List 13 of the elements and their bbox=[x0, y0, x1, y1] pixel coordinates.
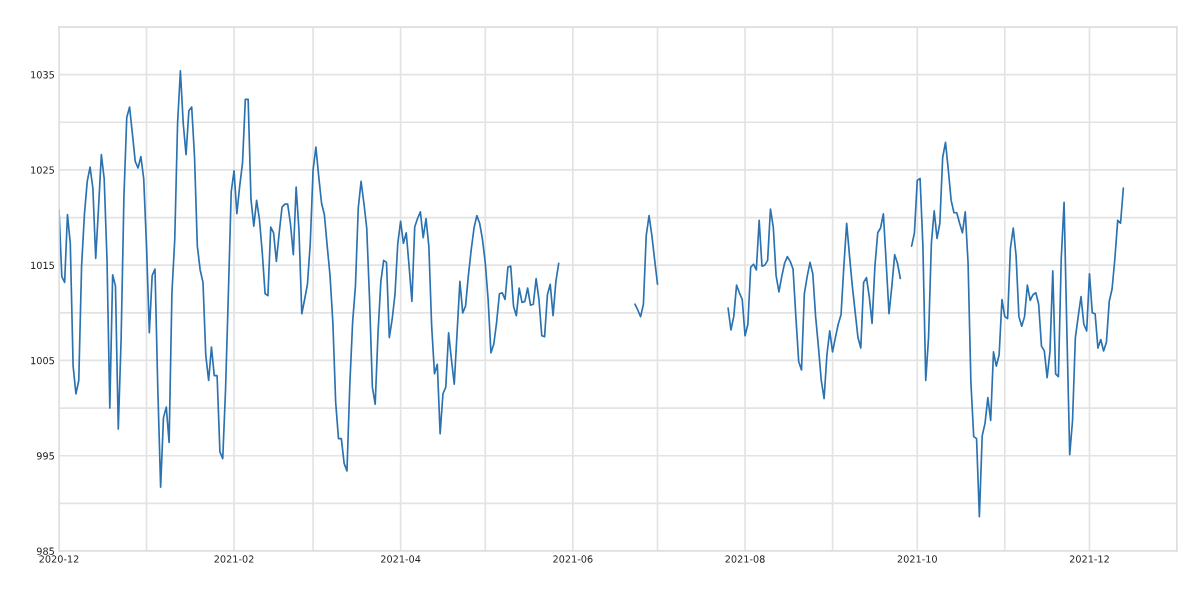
y-tick-label: 1015 bbox=[31, 261, 54, 270]
x-tick-label: 2021-06 bbox=[553, 555, 593, 563]
y-tick-label: 1025 bbox=[31, 166, 54, 174]
x-tick-label: 2020-12 bbox=[39, 555, 79, 563]
y-tick-label: 1005 bbox=[31, 356, 54, 365]
y-tick-label: 995 bbox=[36, 452, 54, 460]
x-tick-label: 2021-10 bbox=[897, 555, 937, 563]
y-tick-label: 985 bbox=[36, 547, 54, 555]
x-tick-label: 2021-08 bbox=[725, 555, 765, 563]
x-tick-label: 2021-12 bbox=[1069, 555, 1109, 563]
x-tick-label: 2021-04 bbox=[381, 555, 421, 563]
y-tick-label: 1035 bbox=[31, 71, 54, 79]
x-tick-label: 2021-02 bbox=[214, 555, 254, 563]
